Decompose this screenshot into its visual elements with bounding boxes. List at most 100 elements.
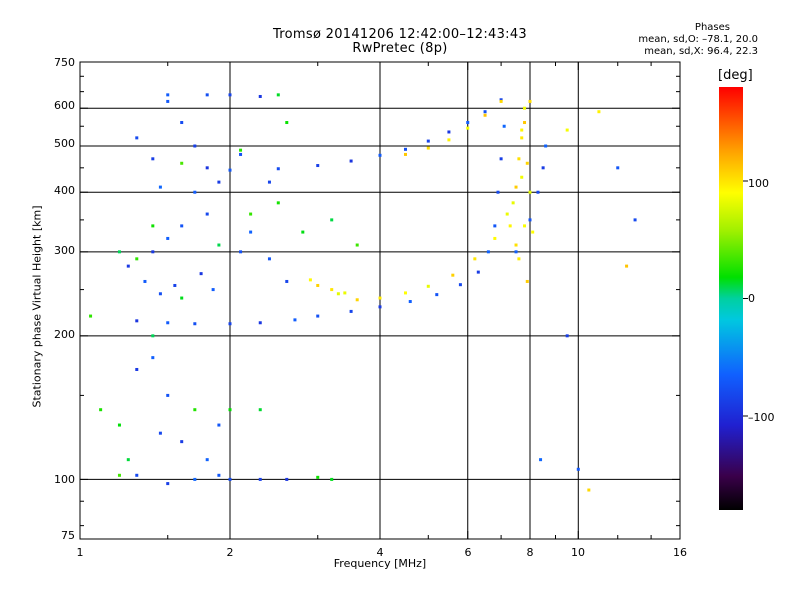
data-point — [523, 106, 527, 110]
phases-o-stats: mean, sd,O: –78.1, 20.0 — [638, 34, 758, 45]
data-point — [403, 291, 407, 295]
data-point — [316, 164, 320, 168]
data-point — [508, 224, 512, 228]
data-point — [483, 110, 487, 114]
data-point — [520, 128, 524, 132]
data-point — [514, 250, 518, 254]
colorbar-tick-label: –100 — [748, 411, 775, 424]
data-point — [499, 99, 503, 103]
data-point — [616, 166, 620, 170]
data-point — [135, 473, 139, 477]
phase-colorbar — [719, 87, 743, 510]
colorbar-tick-label: 100 — [748, 177, 769, 190]
x-tick-label: 8 — [526, 546, 534, 559]
data-point — [308, 278, 312, 282]
data-point — [523, 224, 527, 228]
data-point — [403, 152, 407, 156]
data-point — [466, 126, 470, 130]
data-point — [180, 440, 184, 444]
y-tick-label: 600 — [54, 99, 75, 112]
data-point — [166, 482, 170, 486]
data-point — [205, 166, 209, 170]
data-point — [99, 408, 103, 412]
data-point — [316, 283, 320, 287]
data-point — [151, 250, 155, 254]
y-tick-label: 300 — [54, 244, 75, 257]
data-point — [520, 136, 524, 140]
data-point — [378, 305, 382, 309]
data-point — [193, 190, 197, 194]
data-point — [89, 314, 93, 318]
data-point — [205, 212, 209, 216]
data-point — [217, 180, 221, 184]
data-point — [426, 146, 430, 150]
data-point — [258, 477, 262, 481]
data-point — [528, 99, 532, 103]
colorbar-ticks — [743, 180, 748, 417]
x-tick-label: 1 — [76, 546, 84, 559]
y-tick-label: 750 — [54, 56, 75, 69]
data-point — [135, 257, 139, 261]
data-point — [473, 257, 477, 261]
data-point — [276, 167, 280, 171]
data-point — [517, 257, 521, 261]
data-point — [587, 488, 591, 492]
data-point — [451, 273, 455, 277]
data-point — [217, 473, 221, 477]
data-point — [135, 319, 139, 323]
data-point — [193, 322, 197, 326]
data-point — [117, 250, 121, 254]
data-point — [239, 152, 243, 156]
phases-x-stats: mean, sd,X: 96.4, 22.3 — [644, 46, 758, 57]
data-point — [565, 334, 569, 338]
data-point — [539, 458, 543, 462]
data-point — [228, 93, 232, 97]
data-point — [525, 161, 529, 165]
data-point — [517, 157, 521, 161]
data-point — [502, 124, 506, 128]
data-point — [258, 94, 262, 98]
data-point — [316, 314, 320, 318]
data-point — [520, 175, 524, 179]
data-point — [536, 190, 540, 194]
data-point — [276, 201, 280, 205]
data-point — [355, 298, 359, 302]
data-point — [349, 309, 353, 313]
data-point — [531, 230, 535, 234]
data-point — [447, 138, 451, 142]
data-point — [330, 218, 334, 222]
data-point — [126, 458, 130, 462]
data-point — [625, 264, 629, 268]
data-point — [151, 157, 155, 161]
data-point — [180, 224, 184, 228]
data-point — [528, 190, 532, 194]
data-point — [285, 121, 289, 125]
x-tick-label: 2 — [226, 546, 234, 559]
colorbar-label: [deg] — [718, 68, 753, 83]
data-point — [285, 279, 289, 283]
data-point — [426, 284, 430, 288]
data-point — [435, 293, 439, 297]
data-point — [496, 190, 500, 194]
data-point — [180, 296, 184, 300]
data-point — [166, 99, 170, 103]
data-point — [173, 283, 177, 287]
data-point — [301, 230, 305, 234]
y-tick-label: 100 — [54, 473, 75, 486]
data-point — [525, 279, 529, 283]
data-point — [249, 212, 253, 216]
data-point — [205, 458, 209, 462]
data-point — [211, 288, 215, 292]
chart-title: Tromsø 20141206 12:42:00–12:43:43 — [272, 27, 528, 42]
data-point — [228, 168, 232, 172]
data-point — [355, 243, 359, 247]
colorbar-tick-label: 0 — [748, 292, 755, 305]
data-point — [330, 477, 334, 481]
data-point — [267, 257, 271, 261]
data-point — [180, 161, 184, 165]
data-point — [180, 121, 184, 125]
data-point — [458, 283, 462, 287]
data-point — [276, 93, 280, 97]
x-tick-label: 4 — [376, 546, 384, 559]
